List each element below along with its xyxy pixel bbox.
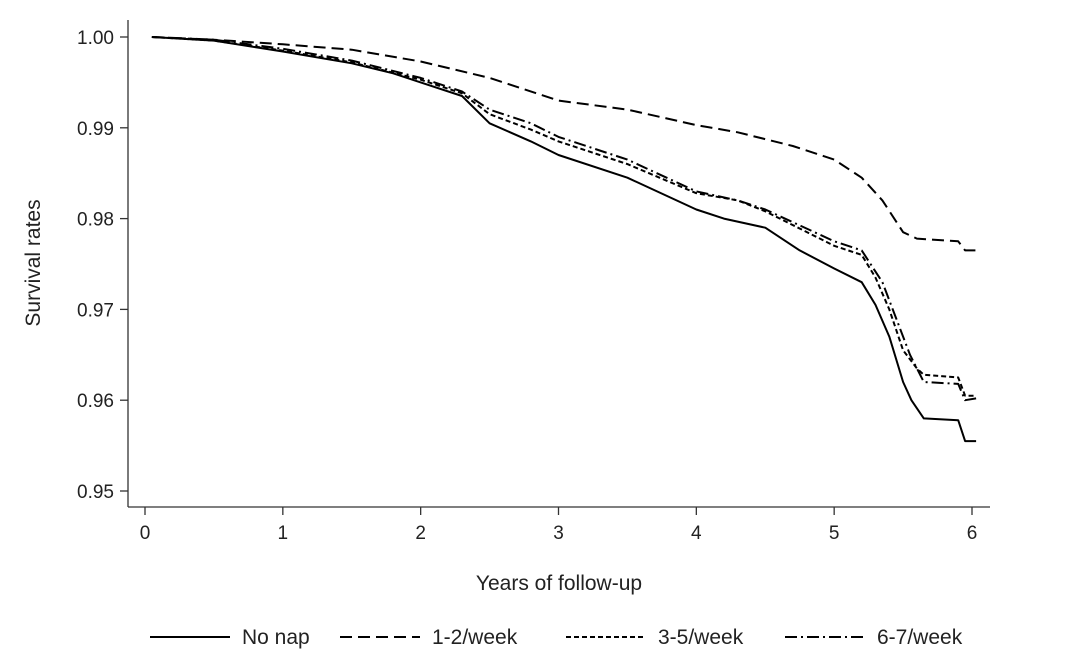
x-axis-title: Years of follow-up — [476, 572, 642, 595]
x-tick-label: 5 — [829, 523, 840, 544]
y-tick-label: 0.97 — [77, 300, 114, 321]
x-tick-label: 0 — [140, 523, 151, 544]
legend: No nap 1-2/week 3-5/week 6-7/week — [150, 626, 963, 649]
y-axis-title: Survival rates — [22, 199, 45, 326]
x-tick-label: 4 — [691, 523, 702, 544]
axes: 0.95 0.96 0.97 0.98 0.99 1.00 0 1 2 3 4 5 6 — [77, 20, 990, 544]
x-tick-label: 3 — [553, 523, 564, 544]
legend-label-3-5-week: 3-5/week — [658, 626, 744, 649]
plot-lines — [151, 36, 977, 443]
legend-label-1-2-week: 1-2/week — [432, 626, 518, 649]
y-tick-label: 0.96 — [77, 391, 114, 412]
y-tick-label: 0.98 — [77, 210, 114, 231]
y-tick-label: 0.99 — [77, 119, 114, 140]
x-tick-label: 6 — [967, 523, 978, 544]
series-line-no-nap — [151, 36, 977, 443]
series-line-6-7-week — [151, 36, 977, 402]
legend-label-6-7-week: 6-7/week — [877, 626, 963, 649]
x-tick-label: 2 — [415, 523, 426, 544]
x-tick-label: 1 — [278, 523, 289, 544]
y-tick-label: 0.95 — [77, 482, 114, 503]
legend-label-no-nap: No nap — [242, 626, 310, 649]
series-line-1-2-week — [151, 36, 977, 252]
y-tick-label: 1.00 — [77, 28, 114, 49]
series-line-3-5-week — [151, 36, 977, 397]
